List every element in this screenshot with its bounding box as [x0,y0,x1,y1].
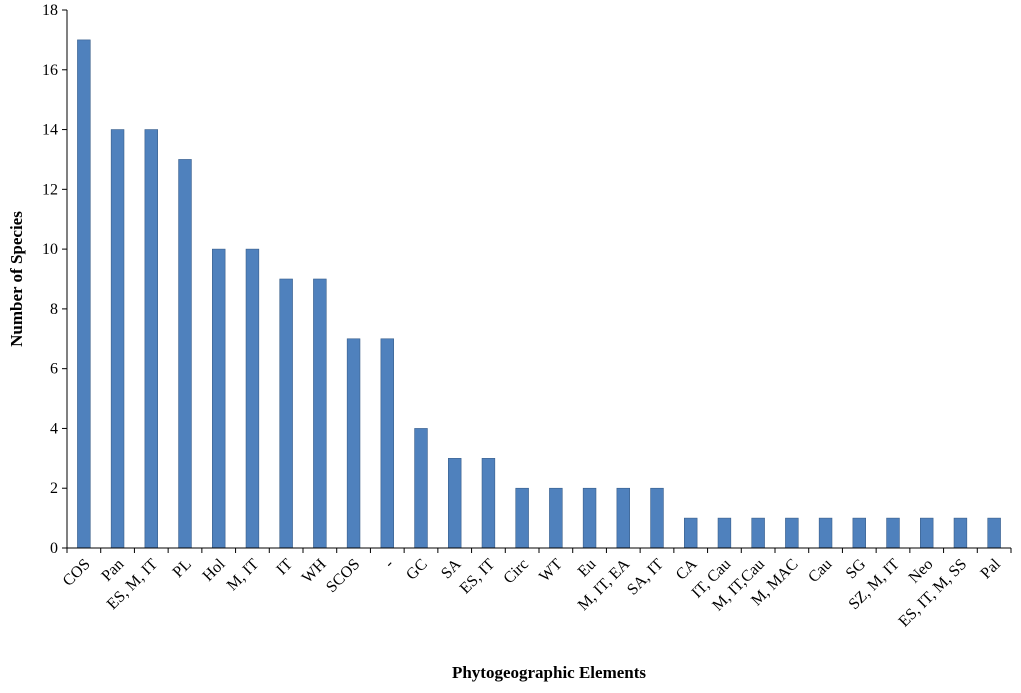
bar [380,338,394,549]
x-axis-title: Phytogeographic Elements [452,663,646,682]
bar [717,517,732,549]
x-tick-label: PL [170,556,195,581]
bar [110,129,125,549]
bar [77,39,91,549]
bars-group [77,39,1001,549]
x-tick-label: SCOS [323,556,363,596]
bar [582,487,597,549]
y-tick-label: 14 [42,122,58,139]
x-tick-label: IT [273,556,296,579]
x-tick-label: COS [60,556,94,590]
x-tick-label: - [381,556,397,572]
x-tick-label: SA, IT [624,556,667,599]
bar [886,517,900,549]
bar [818,517,833,549]
x-tick-label: WT [536,556,566,586]
bar [987,517,1001,549]
x-tick-label: Pal [977,555,1004,582]
x-tick-label: Pan [98,556,127,585]
bar [245,248,260,549]
x-tick-label: Eu [575,556,600,581]
bar [481,458,496,549]
y-tick-label: 0 [50,540,58,557]
bar [650,487,664,549]
bar [920,517,934,549]
y-tick-label: 6 [50,361,58,378]
x-tick-label: M, IT [224,556,263,595]
bar [549,487,563,549]
bar [751,517,765,549]
bar [346,338,361,549]
bar [448,458,462,549]
bar [616,487,630,549]
y-tick-label: 8 [50,301,58,318]
y-axis-title: Number of Species [7,211,26,347]
bar [785,517,799,549]
bar [178,159,192,549]
bar [953,517,968,549]
bar [684,517,698,549]
y-tick-label: 16 [42,62,58,79]
y-tick-label: 12 [42,181,58,198]
x-tick-label: GC [403,556,431,584]
bar [313,278,327,549]
bar [212,248,226,549]
y-axis-ticks: 0 2 4 6 8 10 12 14 16 18 [42,2,67,557]
bar [144,129,158,549]
x-tick-label: ES, IT [457,556,499,598]
bar [515,487,529,549]
x-tick-label: Cau [805,556,835,586]
x-tick-label: SA [438,555,465,582]
x-tick-label: CA [673,555,701,583]
x-tick-label: SG [843,555,870,582]
y-tick-label: 18 [42,2,58,19]
x-tick-label: Circ [500,556,531,587]
y-tick-label: 2 [50,480,58,497]
bar [279,278,293,549]
y-tick-label: 10 [42,241,58,258]
bar [414,428,428,549]
bar [852,517,866,549]
y-tick-label: 4 [50,420,58,437]
